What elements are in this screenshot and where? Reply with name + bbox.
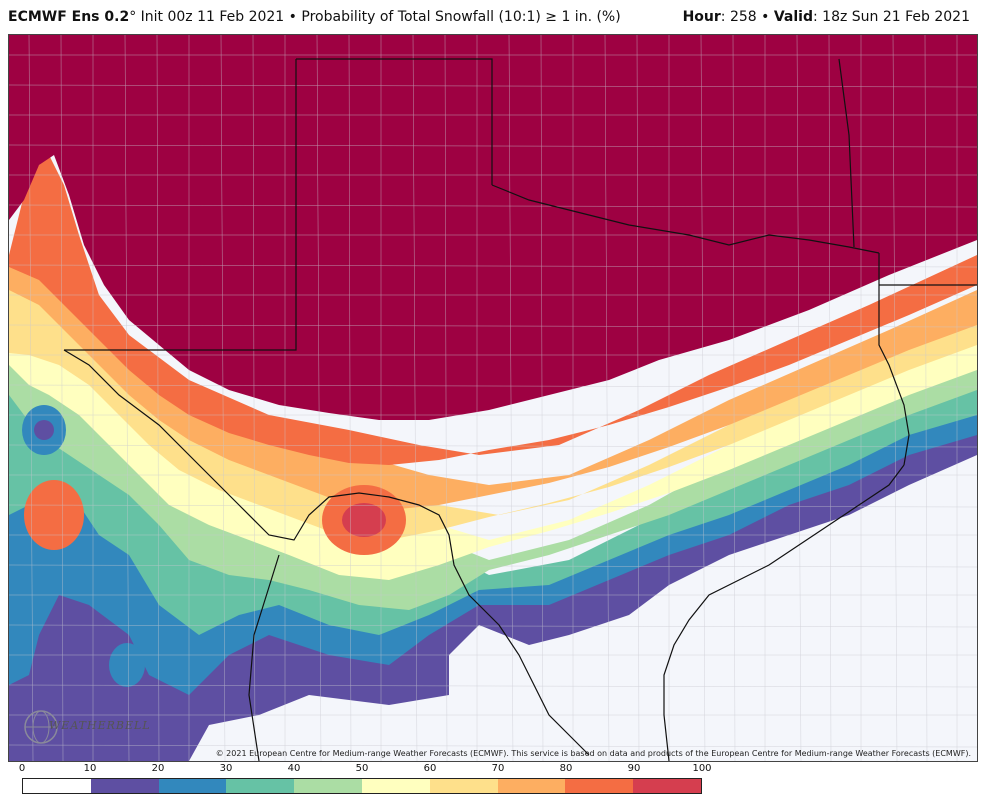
- county-line-v: [796, 35, 802, 761]
- colorbar-segment: [497, 779, 566, 793]
- map-title: ECMWF Ens 0.2° Init 00z 11 Feb 2021 • Pr…: [8, 9, 621, 25]
- nm-tx-border: [64, 59, 297, 351]
- product-name: Probability of Total Snowfall (10:1) ≥ 1…: [301, 9, 621, 25]
- band-100: [9, 35, 977, 420]
- county-line-v: [732, 35, 736, 761]
- header: ECMWF Ens 0.2° Init 00z 11 Feb 2021 • Pr…: [0, 0, 984, 34]
- colorbar-tick-label: 90: [627, 763, 641, 774]
- county-line-h: [9, 744, 977, 748]
- title-bullet: •: [284, 9, 302, 25]
- band-40: [9, 345, 977, 610]
- colorbar-bar: [22, 778, 702, 794]
- weatherbell-logo: WEATHERBELL: [23, 707, 150, 747]
- county-line-h: [9, 564, 977, 568]
- local-max-big-bend-core: [342, 503, 386, 537]
- colorbar-segment: [23, 779, 91, 793]
- county-line-v: [412, 35, 418, 761]
- colorbar-segment: [226, 779, 295, 793]
- copyright-notice: © 2021 European Centre for Medium-range …: [215, 749, 971, 758]
- band-10: [9, 335, 977, 761]
- colorbar-tick-label: 50: [355, 763, 369, 774]
- ok-ark-border: [838, 58, 855, 248]
- hour-label: Hour: [682, 9, 721, 25]
- tx-panhandle-top: [296, 58, 493, 185]
- logo-text: WEATHERBELL: [49, 719, 151, 732]
- gulf-coast: [663, 464, 905, 761]
- local-purple-core: [34, 420, 54, 440]
- local-blue-spot: [109, 643, 145, 687]
- colorbar-tick-label: 60: [423, 763, 437, 774]
- degree-sign: °: [129, 9, 137, 25]
- county-line-h: [9, 204, 977, 208]
- county-line-v: [540, 35, 544, 761]
- county-line-v: [924, 35, 928, 761]
- valid-info: Hour: 258 • Valid: 18z Sun 21 Feb 2021: [683, 9, 970, 25]
- county-line-v: [28, 35, 34, 761]
- hour-value: : 258: [720, 9, 757, 25]
- tx-la-border: [878, 253, 910, 466]
- county-line-h: [9, 504, 977, 508]
- county-line-v: [348, 35, 352, 761]
- county-line-v: [252, 35, 256, 761]
- colorbar-tick-label: 0: [18, 763, 26, 774]
- snowfall-probability-map: [9, 35, 977, 761]
- county-line-v: [444, 35, 448, 761]
- county-line-v: [828, 35, 832, 761]
- colorbar-legend: 0 10 20 30 40 50 60 70 80 90 100: [18, 763, 712, 803]
- colorbar-tick-label: 70: [491, 763, 505, 774]
- county-grid: [9, 35, 977, 761]
- valid-bullet: •: [756, 9, 774, 25]
- map-panel: WEATHERBELL © 2021 European Centre for M…: [8, 34, 978, 762]
- rio-grande: [63, 349, 590, 756]
- county-line-h: [9, 144, 977, 148]
- county-line-v: [60, 35, 64, 761]
- colorbar-segment: [90, 779, 159, 793]
- colorbar-segment: [294, 779, 362, 793]
- county-line-h: [9, 384, 977, 388]
- band-50: [9, 275, 977, 580]
- init-time: Init 00z 11 Feb 2021: [136, 9, 285, 25]
- county-line-h: [9, 684, 977, 688]
- county-line-v: [604, 35, 610, 761]
- county-line-v: [220, 35, 226, 761]
- county-line-h: [9, 84, 977, 88]
- model-name: ECMWF Ens 0.2: [8, 9, 130, 25]
- colorbar-segment: [429, 779, 498, 793]
- local-max-west: [24, 480, 84, 550]
- colorbar-tick-label: 40: [287, 763, 301, 774]
- county-line-v: [892, 35, 898, 761]
- colorbar-tick-label: 20: [151, 763, 165, 774]
- colorbar-segment: [361, 779, 430, 793]
- colorbar-tick-label: 80: [559, 763, 573, 774]
- valid-value: : 18z Sun 21 Feb 2021: [813, 9, 970, 25]
- colorbar-segment: [633, 779, 701, 793]
- valid-label: Valid: [773, 9, 813, 25]
- county-line-v: [124, 35, 130, 761]
- mexico-state-line: [248, 554, 280, 761]
- colorbar-segment: [158, 779, 227, 793]
- county-line-v: [508, 35, 514, 761]
- county-line-v: [636, 35, 640, 761]
- county-line-h: [9, 324, 977, 328]
- county-line-v: [700, 35, 706, 761]
- county-line-h: [9, 264, 977, 268]
- red-river: [491, 184, 880, 254]
- colorbar-segment: [565, 779, 634, 793]
- colorbar-tick-label: 10: [83, 763, 97, 774]
- logo-globe-icon: [24, 710, 58, 744]
- county-line-h: [9, 444, 977, 448]
- county-line-v: [156, 35, 160, 761]
- state-boundaries: [63, 58, 977, 761]
- colorbar-tick-label: 100: [692, 763, 712, 774]
- colorbar-tick-label: 30: [219, 763, 233, 774]
- county-line-h: [9, 624, 977, 628]
- county-line-v: [316, 35, 322, 761]
